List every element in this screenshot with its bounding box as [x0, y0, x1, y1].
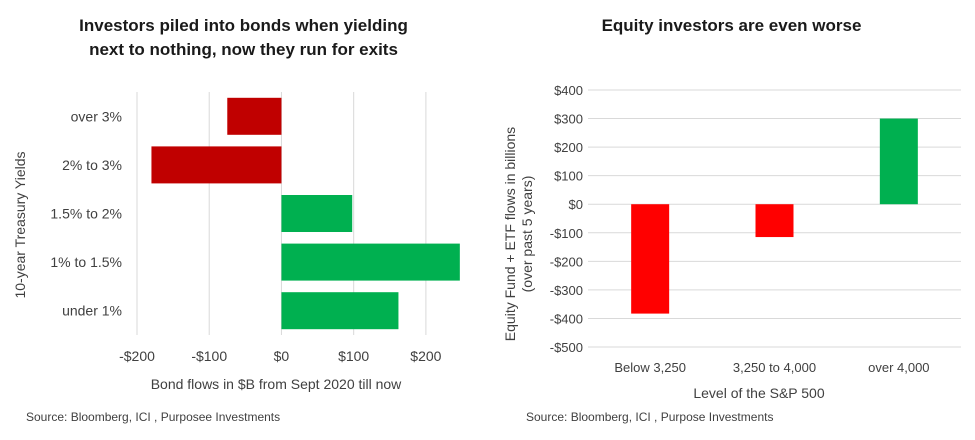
left-chart-plot: -$200 -$100 $0 $100 $200 over 3% 2% to 3% 1.5% …	[12, 92, 460, 392]
x-tick-label: $100	[338, 348, 369, 364]
x-category-label: 3,250 to 4,000	[733, 360, 816, 375]
y-category-label: 1% to 1.5%	[50, 254, 122, 270]
y-tick-label: $400	[554, 83, 583, 98]
bar	[281, 292, 399, 330]
y-category-label: 1.5% to 2%	[50, 206, 122, 222]
left-chart-source: Source: Bloomberg, ICI , Purposee Invest…	[26, 410, 281, 424]
x-category-label: over 4,000	[868, 360, 929, 375]
x-category-label: Below 3,250	[614, 360, 686, 375]
x-axis-title: Bond flows in $B from Sept 2020 till now	[151, 376, 402, 392]
y-category-label: 2% to 3%	[62, 157, 122, 173]
bar	[755, 204, 794, 238]
left-chart-title-line1: Investors piled into bonds when yielding	[79, 16, 408, 35]
x-axis-title: Level of the S&P 500	[693, 385, 824, 401]
y-tick-label: $0	[569, 197, 583, 212]
right-chart-plot: $400 $300 $200 $100 $0 -$100 -$200 -$300 -$400 -$…	[502, 83, 961, 401]
bar	[151, 146, 282, 184]
right-chart-panel: Equity investors are even worse $400 $300…	[488, 0, 975, 440]
y-tick-label: $100	[554, 169, 583, 184]
left-chart-panel: Investors piled into bonds when yielding…	[0, 0, 487, 440]
y-category-label: over 3%	[71, 108, 122, 124]
y-tick-label: -$500	[550, 340, 583, 355]
y-tick-label: $200	[554, 140, 583, 155]
y-axis-title: 10-year Treasury Yields	[12, 151, 28, 298]
y-axis-title-line1: Equity Fund + ETF flows in billions	[502, 127, 518, 341]
bar	[631, 204, 670, 314]
x-tick-label: $0	[274, 348, 290, 364]
bar	[281, 243, 460, 281]
bar	[227, 97, 282, 135]
right-chart-source: Source: Bloomberg, ICI , Purpose Investm…	[526, 410, 774, 424]
y-tick-label: -$200	[550, 254, 583, 269]
x-tick-label: -$200	[119, 348, 155, 364]
y-category-label: under 1%	[62, 303, 122, 319]
y-tick-label: -$400	[550, 311, 583, 326]
y-tick-label: -$100	[550, 226, 583, 241]
right-chart-title: Equity investors are even worse	[601, 16, 862, 35]
left-chart-title-line2: next to nothing, now they run for exits	[89, 40, 398, 59]
x-tick-label: -$100	[191, 348, 227, 364]
y-tick-label: -$300	[550, 283, 583, 298]
y-axis-title-line2: (over past 5 years)	[519, 176, 535, 293]
y-tick-label: $300	[554, 112, 583, 127]
x-tick-label: $200	[410, 348, 441, 364]
bar	[281, 195, 353, 232]
bar	[879, 118, 918, 205]
left-chart-title: Investors piled into bonds when yielding…	[0, 14, 487, 62]
